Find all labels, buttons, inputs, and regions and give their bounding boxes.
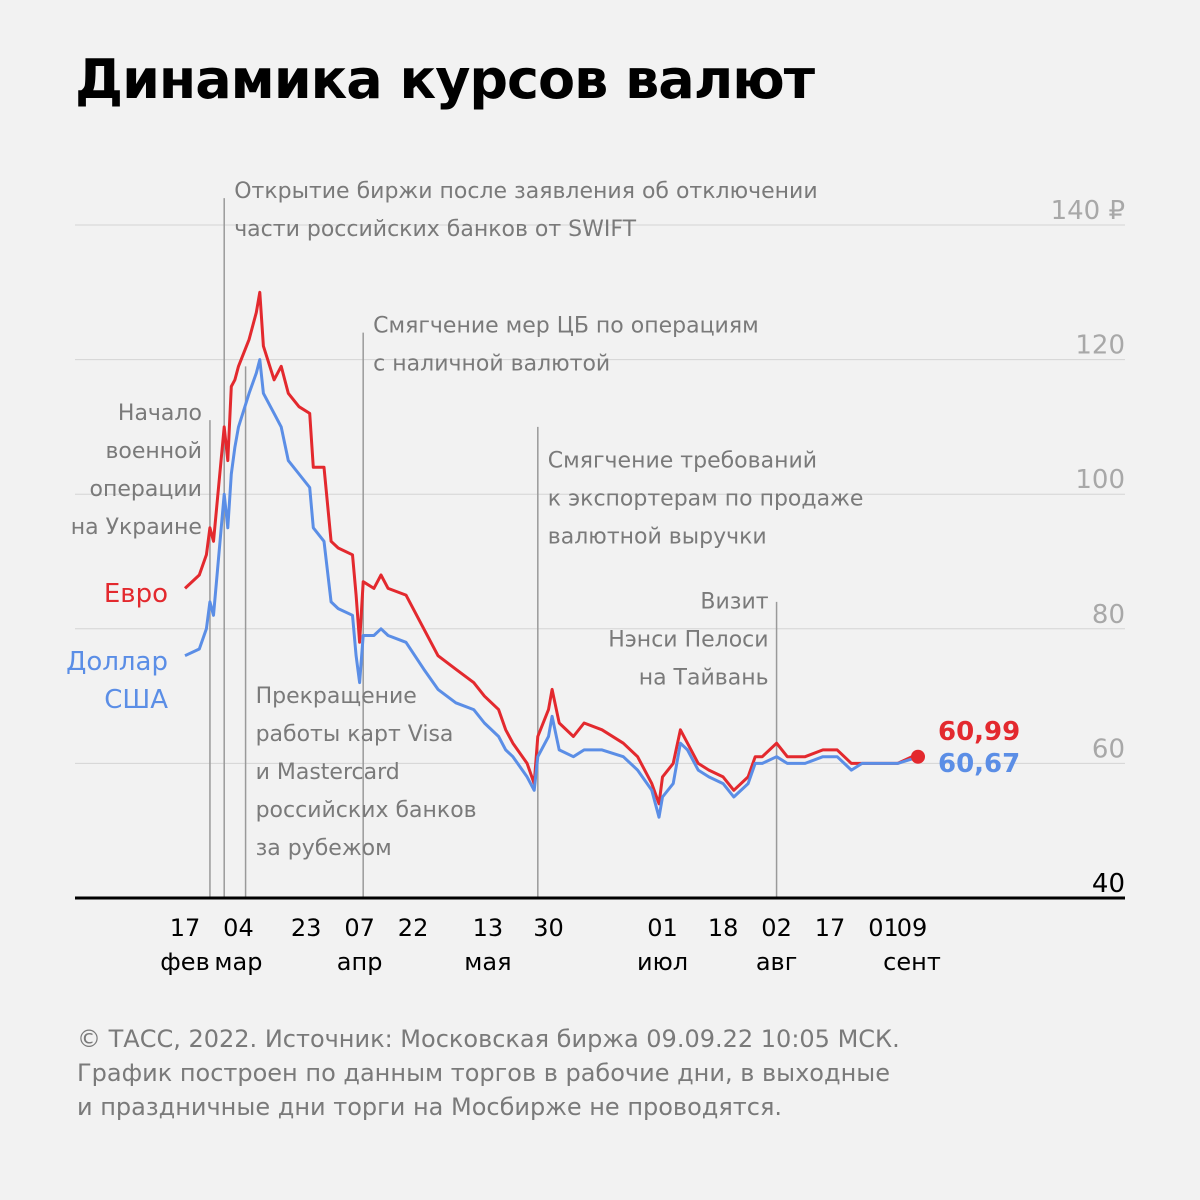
annotation-text: с наличной валютой	[373, 352, 610, 377]
x-tick-month-label: сент	[883, 948, 941, 976]
y-tick-label: 140 ₽	[1051, 196, 1125, 226]
y-tick-label: 120	[1075, 331, 1125, 361]
euro-last-value: 60,99	[938, 717, 1020, 747]
annotation-text: части российских банков от SWIFT	[234, 217, 636, 242]
annotation-text: валютной выручки	[548, 524, 767, 549]
series-line	[183, 290, 913, 806]
y-tick-label: 100	[1075, 465, 1125, 495]
annotation-text: Визит	[700, 590, 768, 615]
annotation-text: Начало	[118, 401, 202, 426]
x-tick-label: 01	[868, 914, 899, 942]
x-tick-label: 13	[473, 914, 504, 942]
x-tick-label: 09	[897, 914, 928, 942]
y-tick-label: 80	[1092, 600, 1125, 630]
x-tick-month-label: авг	[756, 948, 797, 976]
footer-line: © ТАСС, 2022. Источник: Московская биржа…	[77, 1025, 900, 1053]
x-tick-month-label: фев	[160, 948, 209, 976]
x-tick-label: 04	[223, 914, 254, 942]
footer-line: и праздничные дни торги на Мосбирже не п…	[77, 1093, 783, 1121]
x-tick-label: 23	[291, 914, 322, 942]
x-tick-label: 30	[533, 914, 564, 942]
x-tick-label: 22	[398, 914, 429, 942]
x-tick-label: 17	[170, 914, 201, 942]
y-tick-label: 60	[1092, 734, 1125, 764]
y-tick-label: 40	[1092, 869, 1125, 899]
annotation-text: Смягчение требований	[548, 448, 817, 473]
annotation-text: Смягчение мер ЦБ по операциям	[373, 314, 759, 339]
page-title: Динамика курсов валют	[75, 48, 815, 111]
annotation-text: военной	[105, 439, 202, 464]
legend-label-usd: США	[104, 685, 168, 715]
last-value-dot	[911, 749, 925, 764]
x-tick-month-label: мая	[464, 948, 511, 976]
legend-label-euro: Евро	[104, 579, 168, 609]
annotation-text: на Тайвань	[639, 666, 769, 691]
annotation-text: на Украине	[71, 515, 202, 540]
usd-last-value: 60,67	[938, 749, 1020, 779]
annotation-text: Открытие биржи после заявления об отключ…	[234, 179, 817, 204]
annotation-text: к экспортерам по продаже	[548, 486, 864, 511]
x-tick-label: 02	[761, 914, 792, 942]
x-tick-month-label: июл	[637, 948, 688, 976]
annotation-text: и Mastercard	[256, 760, 400, 785]
x-tick-label: 17	[815, 914, 846, 942]
series-line	[184, 358, 913, 819]
annotation-text: операции	[90, 477, 202, 502]
x-tick-label: 18	[708, 914, 739, 942]
annotation-text: Нэнси Пелоси	[608, 628, 768, 653]
x-tick-label: 07	[344, 914, 375, 942]
annotation-text: за рубежом	[256, 836, 392, 861]
annotation-text: российских банков	[256, 798, 477, 823]
footer-line: График построен по данным торгов в рабоч…	[77, 1059, 890, 1087]
x-tick-label: 01	[647, 914, 678, 942]
annotation-text: Прекращение	[256, 684, 417, 709]
footer-note: © ТАСС, 2022. Источник: Московская биржа…	[77, 1022, 1137, 1124]
annotation-text: работы карт Visa	[256, 722, 454, 747]
x-tick-month-label: мар	[214, 948, 262, 976]
legend-label-usd: Доллар	[66, 647, 168, 677]
x-tick-month-label: апр	[337, 948, 383, 976]
